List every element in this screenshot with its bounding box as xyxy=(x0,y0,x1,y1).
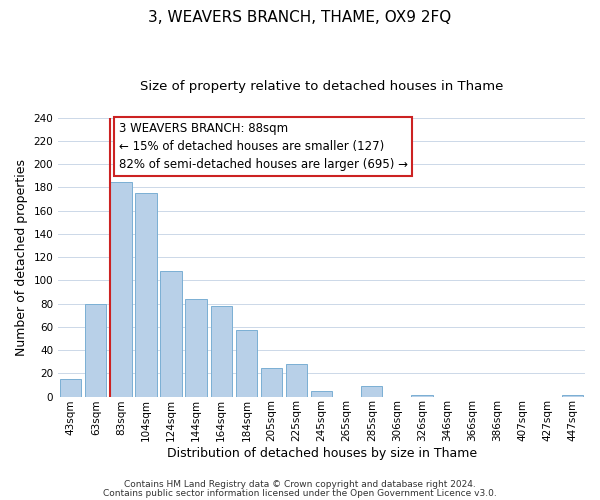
Text: 3, WEAVERS BRANCH, THAME, OX9 2FQ: 3, WEAVERS BRANCH, THAME, OX9 2FQ xyxy=(148,10,452,25)
Bar xyxy=(60,379,82,396)
Text: Contains HM Land Registry data © Crown copyright and database right 2024.: Contains HM Land Registry data © Crown c… xyxy=(124,480,476,489)
Bar xyxy=(361,386,382,396)
Bar xyxy=(85,304,106,396)
Bar xyxy=(311,390,332,396)
Bar xyxy=(236,330,257,396)
Bar xyxy=(110,182,131,396)
Text: Contains public sector information licensed under the Open Government Licence v3: Contains public sector information licen… xyxy=(103,488,497,498)
Title: Size of property relative to detached houses in Thame: Size of property relative to detached ho… xyxy=(140,80,503,93)
Bar xyxy=(261,368,282,396)
Bar xyxy=(211,306,232,396)
Bar xyxy=(185,299,207,396)
Bar xyxy=(136,194,157,396)
Y-axis label: Number of detached properties: Number of detached properties xyxy=(15,158,28,356)
Bar xyxy=(286,364,307,396)
Bar xyxy=(160,271,182,396)
Text: 3 WEAVERS BRANCH: 88sqm
← 15% of detached houses are smaller (127)
82% of semi-d: 3 WEAVERS BRANCH: 88sqm ← 15% of detache… xyxy=(119,122,408,171)
X-axis label: Distribution of detached houses by size in Thame: Distribution of detached houses by size … xyxy=(167,447,476,460)
